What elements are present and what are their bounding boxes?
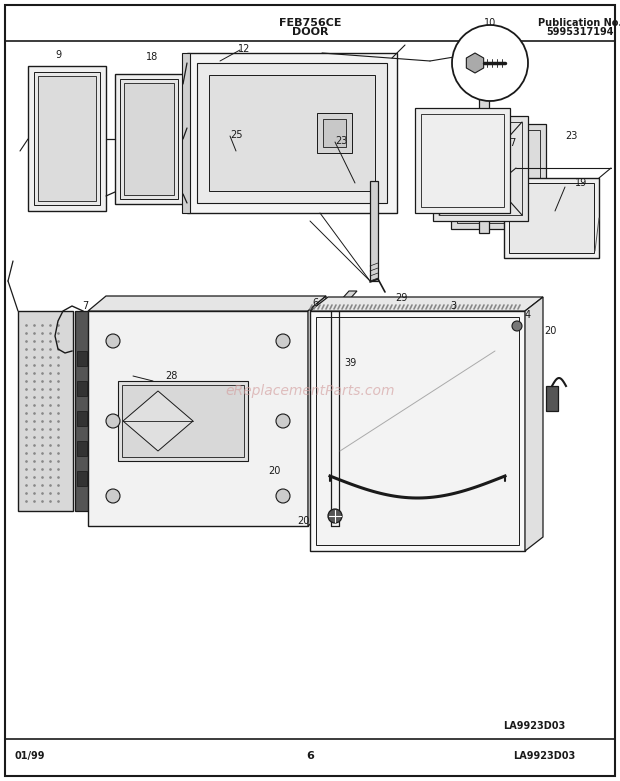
Polygon shape [370,181,378,281]
Text: 23: 23 [565,131,577,141]
Circle shape [106,414,120,428]
Polygon shape [509,183,594,253]
Text: 9: 9 [55,50,61,60]
Polygon shape [310,297,543,311]
Polygon shape [415,108,510,213]
Polygon shape [546,386,558,411]
Polygon shape [77,441,87,456]
Text: 3: 3 [450,301,456,311]
Text: 17: 17 [505,138,517,148]
Polygon shape [504,178,599,258]
Polygon shape [34,72,100,205]
Text: 11: 11 [452,58,464,68]
Polygon shape [433,116,528,221]
Polygon shape [124,83,174,195]
Circle shape [106,334,120,348]
Polygon shape [466,53,484,73]
Text: 01/99: 01/99 [15,751,45,761]
Text: 6: 6 [306,751,314,761]
Text: LA9923D03: LA9923D03 [513,751,575,761]
Polygon shape [18,311,73,511]
Polygon shape [88,296,326,311]
Text: 7: 7 [82,301,88,311]
Polygon shape [323,119,346,147]
Polygon shape [122,385,244,457]
Text: 20: 20 [297,516,309,526]
Text: 6: 6 [312,298,318,308]
Polygon shape [308,296,326,526]
Text: 39: 39 [344,358,356,368]
Circle shape [276,414,290,428]
Text: 28: 28 [165,371,177,381]
Polygon shape [451,124,546,229]
Polygon shape [187,53,397,213]
Text: 20: 20 [268,466,280,476]
Text: 23: 23 [335,136,347,146]
Polygon shape [182,53,190,213]
Text: 10: 10 [484,18,496,28]
Polygon shape [316,317,519,545]
Text: LA9923D03: LA9923D03 [503,721,565,731]
Polygon shape [123,391,193,451]
Polygon shape [77,411,87,426]
Circle shape [106,489,120,503]
Text: 20: 20 [544,326,556,336]
Polygon shape [317,113,352,153]
Text: 12: 12 [238,44,250,54]
Polygon shape [209,75,375,191]
Polygon shape [331,291,357,311]
Polygon shape [77,471,87,486]
Polygon shape [77,351,87,366]
Polygon shape [38,76,96,201]
Polygon shape [28,66,106,211]
Circle shape [276,489,290,503]
Text: 4: 4 [525,310,531,320]
Circle shape [328,509,342,523]
Polygon shape [310,311,525,551]
Text: eReplacementParts.com: eReplacementParts.com [225,384,395,398]
Polygon shape [75,311,89,511]
Polygon shape [77,381,87,396]
Polygon shape [118,381,248,461]
Text: 16: 16 [500,154,512,164]
Text: 5995317194: 5995317194 [546,27,614,37]
Text: DOOR: DOOR [292,27,328,37]
Circle shape [276,334,290,348]
Text: Publication No.: Publication No. [538,18,620,28]
Polygon shape [197,63,387,203]
Circle shape [452,25,528,101]
Text: FEB756CE: FEB756CE [279,18,341,28]
Polygon shape [88,311,308,526]
Text: 16: 16 [480,132,492,142]
Text: 18: 18 [146,52,158,62]
Circle shape [512,321,522,331]
Polygon shape [120,79,178,199]
Polygon shape [115,74,183,204]
Text: 29: 29 [395,293,407,303]
Polygon shape [525,297,543,551]
Text: 19: 19 [575,178,587,188]
Text: 25: 25 [230,130,242,140]
Polygon shape [479,83,489,233]
